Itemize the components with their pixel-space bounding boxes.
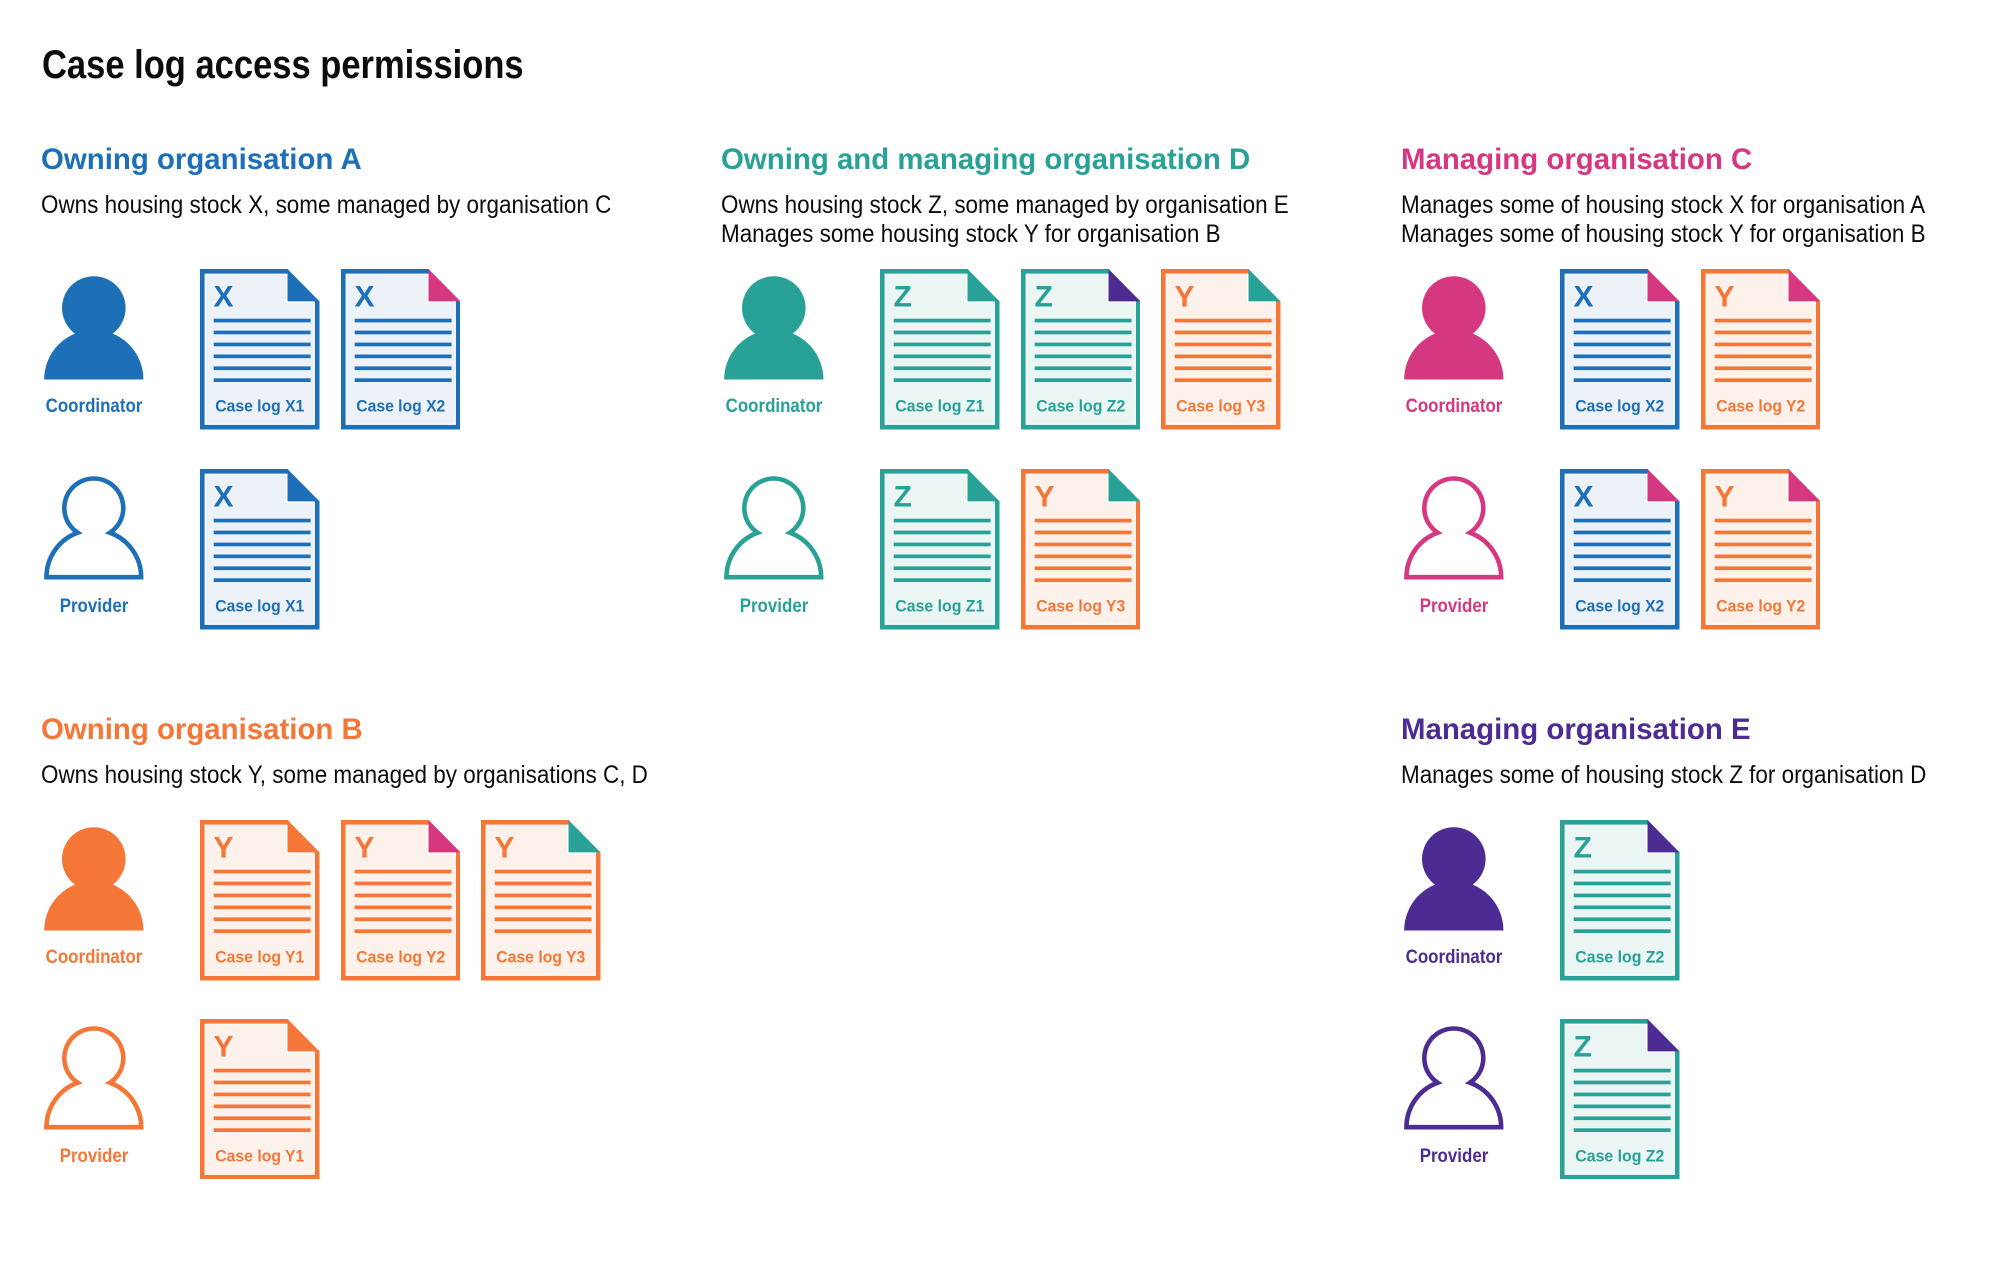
svg-text:X: X bbox=[1574, 481, 1594, 514]
svg-text:Case log X2: Case log X2 bbox=[1575, 397, 1664, 415]
svg-text:Z: Z bbox=[1034, 280, 1052, 313]
svg-text:Case log X1: Case log X1 bbox=[215, 397, 304, 415]
svg-text:Case log Z2: Case log Z2 bbox=[1575, 1147, 1664, 1165]
svg-text:Case log X1: Case log X1 bbox=[215, 598, 304, 616]
svg-text:X: X bbox=[214, 280, 234, 313]
svg-text:Case log X2: Case log X2 bbox=[356, 397, 445, 415]
svg-text:Z: Z bbox=[894, 481, 912, 514]
svg-text:Y: Y bbox=[214, 1030, 234, 1063]
svg-text:Case log Y2: Case log Y2 bbox=[1716, 397, 1805, 415]
svg-text:X: X bbox=[1574, 280, 1594, 313]
svg-text:Case log X2: Case log X2 bbox=[1575, 598, 1664, 616]
svg-text:X: X bbox=[354, 280, 374, 313]
svg-text:Case log Z1: Case log Z1 bbox=[895, 397, 984, 415]
svg-text:Case log Y3: Case log Y3 bbox=[1036, 598, 1125, 616]
svg-text:Y: Y bbox=[1034, 481, 1054, 514]
svg-text:Y: Y bbox=[1714, 280, 1734, 313]
svg-text:Case log Y3: Case log Y3 bbox=[1176, 397, 1265, 415]
svg-text:Case log Y2: Case log Y2 bbox=[356, 948, 445, 966]
svg-text:Case log Y1: Case log Y1 bbox=[215, 1147, 304, 1165]
svg-text:Y: Y bbox=[354, 831, 374, 864]
svg-text:Z: Z bbox=[1574, 831, 1592, 864]
svg-text:Case log Y2: Case log Y2 bbox=[1716, 598, 1805, 616]
svg-text:Case log Y1: Case log Y1 bbox=[215, 948, 304, 966]
svg-text:Case log Z2: Case log Z2 bbox=[1575, 948, 1664, 966]
svg-text:X: X bbox=[214, 481, 234, 514]
svg-text:Case log Z1: Case log Z1 bbox=[895, 598, 984, 616]
svg-text:Case log Y3: Case log Y3 bbox=[496, 948, 585, 966]
svg-text:Y: Y bbox=[1175, 280, 1195, 313]
svg-text:Y: Y bbox=[495, 831, 515, 864]
svg-text:Case log Z2: Case log Z2 bbox=[1036, 397, 1125, 415]
svg-text:Y: Y bbox=[214, 831, 234, 864]
svg-text:Z: Z bbox=[1574, 1030, 1592, 1063]
svg-text:Y: Y bbox=[1714, 481, 1734, 514]
svg-text:Z: Z bbox=[894, 280, 912, 313]
